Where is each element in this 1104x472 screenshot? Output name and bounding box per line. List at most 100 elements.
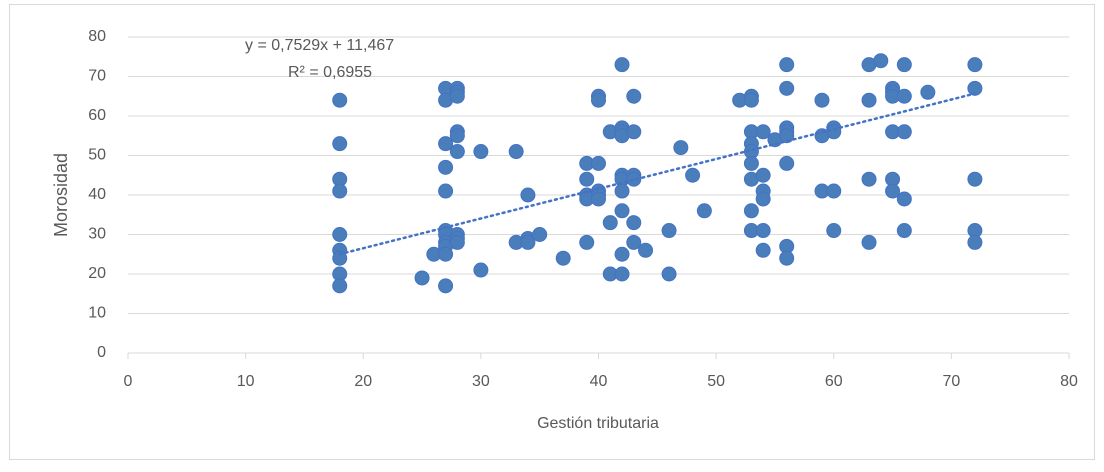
point xyxy=(967,171,983,187)
point xyxy=(579,171,595,187)
x-tick-label: 40 xyxy=(590,373,608,390)
x-tick-label: 20 xyxy=(354,373,372,390)
y-tick-label: 50 xyxy=(88,147,106,164)
point xyxy=(779,155,795,171)
y-tick-label: 70 xyxy=(88,68,106,85)
point xyxy=(438,183,454,199)
x-tick-label: 70 xyxy=(942,373,960,390)
point xyxy=(626,171,642,187)
point xyxy=(873,53,889,69)
point xyxy=(920,84,936,100)
point xyxy=(614,246,630,262)
point xyxy=(696,203,712,219)
point xyxy=(885,183,901,199)
point xyxy=(861,234,877,250)
point xyxy=(602,215,618,231)
point xyxy=(579,234,595,250)
point xyxy=(755,167,771,183)
x-tick-label: 80 xyxy=(1060,373,1078,390)
point xyxy=(332,136,348,152)
point xyxy=(555,250,571,266)
y-tick-label: 40 xyxy=(88,186,106,203)
point xyxy=(438,136,454,152)
point xyxy=(967,80,983,96)
point xyxy=(532,227,548,242)
point xyxy=(473,262,489,278)
point xyxy=(614,203,630,219)
point xyxy=(967,234,983,250)
x-tick-label: 30 xyxy=(472,373,490,390)
x-axis-label: Gestión tributaria xyxy=(537,415,659,432)
point xyxy=(614,266,630,282)
y-tick-label: 20 xyxy=(88,265,106,282)
chart-border xyxy=(9,4,1095,460)
point xyxy=(743,203,759,219)
point xyxy=(661,266,677,282)
y-tick-label: 10 xyxy=(88,305,106,322)
point xyxy=(896,57,912,73)
y-tick-label: 80 xyxy=(88,28,106,45)
point xyxy=(332,92,348,108)
point xyxy=(755,124,771,140)
x-tick-label: 50 xyxy=(707,373,725,390)
point xyxy=(685,167,701,183)
point xyxy=(591,191,606,207)
point xyxy=(743,92,759,108)
point xyxy=(626,234,642,250)
point xyxy=(449,88,465,104)
point xyxy=(896,88,912,104)
y-tick-label: 60 xyxy=(88,107,106,124)
point xyxy=(449,144,465,160)
point xyxy=(861,171,877,187)
point xyxy=(332,227,348,242)
x-tick-label: 10 xyxy=(237,373,255,390)
point xyxy=(661,223,677,239)
point xyxy=(896,124,912,140)
x-tick-label: 0 xyxy=(124,373,133,390)
point xyxy=(826,124,842,140)
point xyxy=(861,92,877,108)
point xyxy=(414,270,430,286)
trendline-equation: y = 0,7529x + 11,467 xyxy=(245,37,394,54)
point xyxy=(614,57,630,73)
point xyxy=(755,242,771,258)
point xyxy=(473,144,489,160)
point xyxy=(673,140,689,156)
point xyxy=(626,124,642,140)
point xyxy=(638,242,654,258)
point xyxy=(332,183,348,199)
point xyxy=(826,223,842,239)
point xyxy=(449,234,465,250)
point xyxy=(826,183,842,199)
point xyxy=(438,278,454,294)
point xyxy=(896,191,912,207)
point xyxy=(591,92,606,108)
point xyxy=(520,234,536,250)
point xyxy=(332,250,348,266)
point xyxy=(626,215,642,231)
point xyxy=(332,278,348,294)
point xyxy=(779,128,795,144)
point xyxy=(896,223,912,239)
point xyxy=(779,57,795,73)
trendline-r2: R² = 0,6955 xyxy=(288,64,372,81)
point xyxy=(779,80,795,96)
point xyxy=(779,250,795,266)
point xyxy=(814,92,830,108)
point xyxy=(967,57,983,73)
point xyxy=(438,246,454,262)
point xyxy=(614,183,630,199)
y-axis-label: Morosidad xyxy=(51,153,71,237)
point xyxy=(520,187,536,203)
point xyxy=(743,155,759,171)
point xyxy=(449,128,465,144)
point xyxy=(591,155,606,171)
trendline xyxy=(338,92,977,256)
point xyxy=(755,191,771,207)
point xyxy=(508,144,524,160)
x-tick-label: 60 xyxy=(825,373,843,390)
y-tick-label: 30 xyxy=(88,226,106,243)
point xyxy=(626,88,642,104)
